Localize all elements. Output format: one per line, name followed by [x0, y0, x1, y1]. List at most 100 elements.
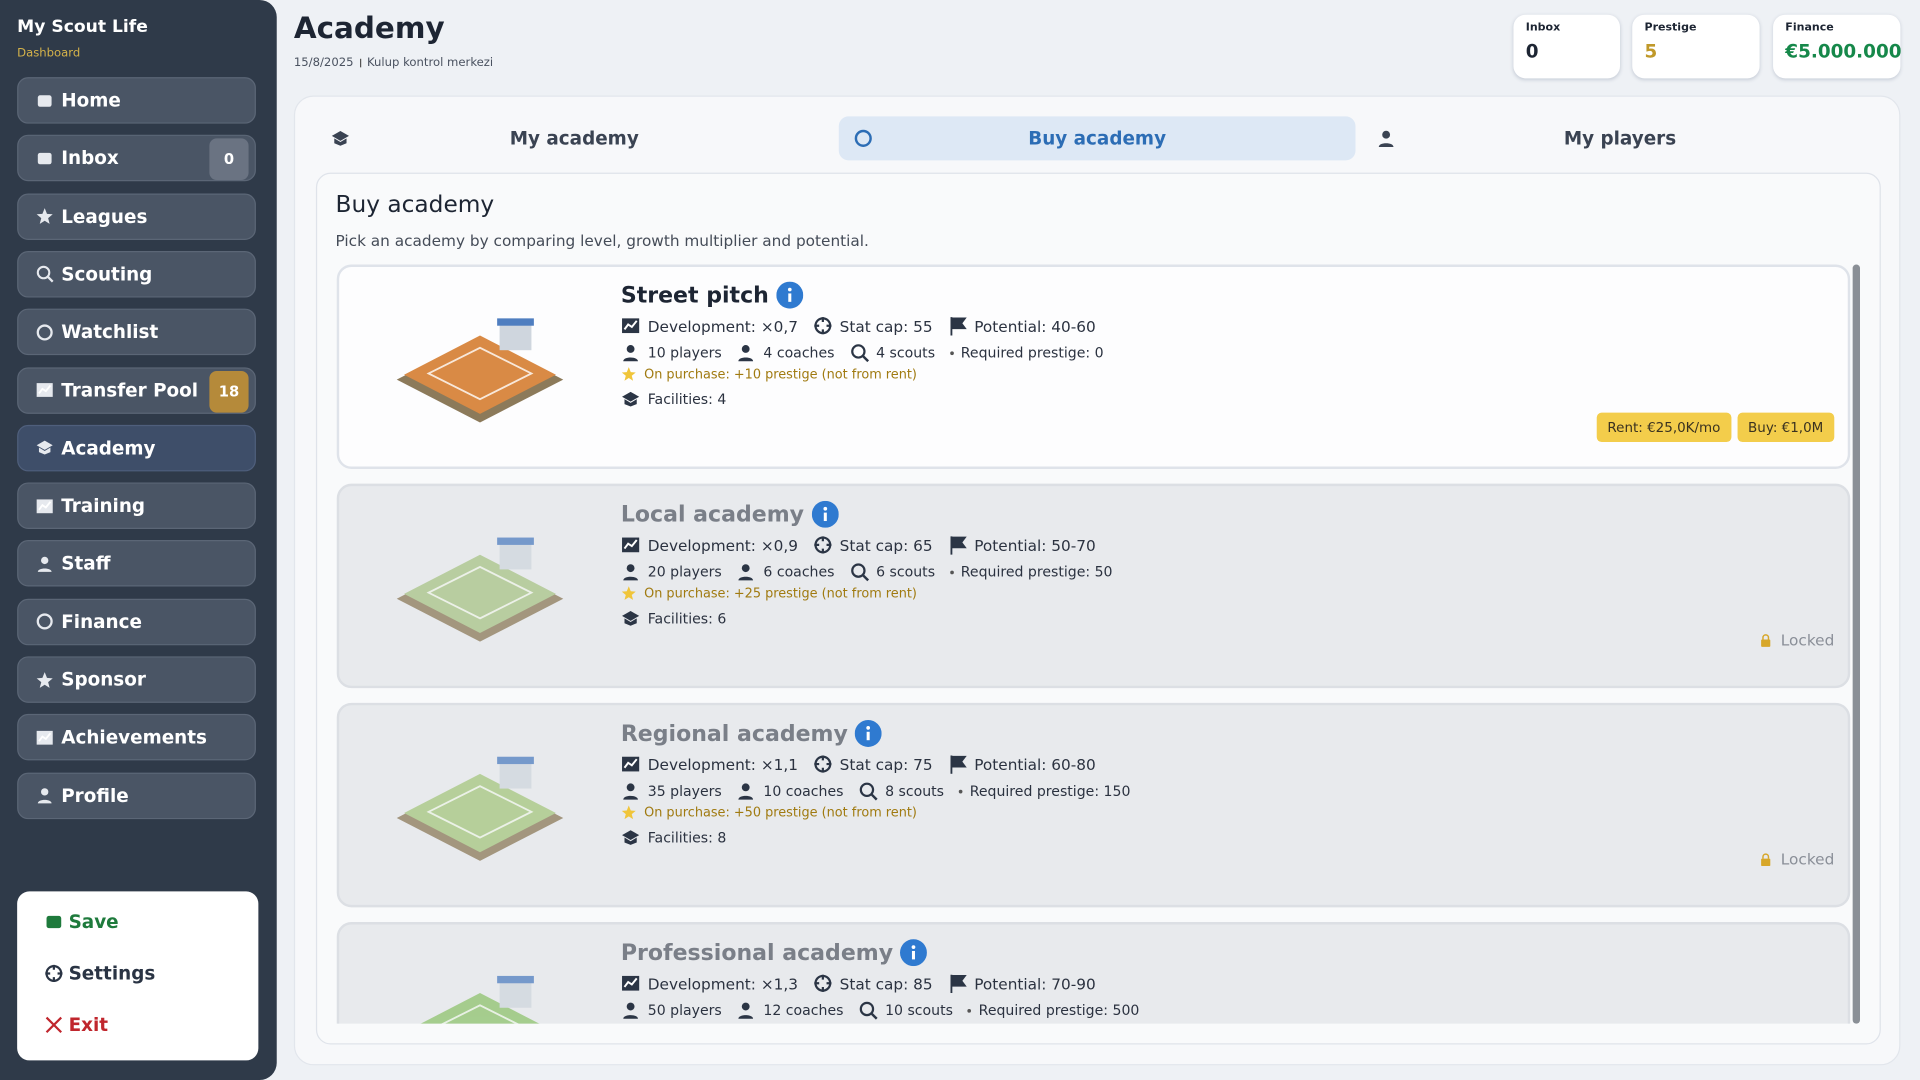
stats-row: Development: ×1,1 Stat cap: 75 Potential: …	[621, 754, 1103, 774]
panel-title: Buy academy	[335, 191, 495, 218]
icon	[621, 805, 636, 820]
stat-card: Inbox 0	[1513, 14, 1621, 79]
icon	[37, 94, 52, 107]
nav-item[interactable]: Watchlist	[17, 308, 256, 356]
tab[interactable]: Buy academy	[838, 116, 1356, 161]
academy-card[interactable]: Street pitch Development: ×0,7 Stat cap: 5…	[336, 264, 1851, 469]
icon	[37, 556, 52, 572]
nav-label: Achievements	[61, 726, 207, 749]
icon	[859, 782, 878, 801]
on-purchase: On purchase: +25 prestige (not from rent…	[644, 585, 917, 601]
tab[interactable]: My academy	[316, 116, 833, 160]
app-title: My Scout Life	[17, 17, 148, 37]
separator	[359, 58, 361, 68]
dot	[949, 570, 954, 574]
stat-value: 5	[1644, 40, 1658, 63]
footer-item[interactable]: Save	[44, 911, 119, 933]
nav-item[interactable]: Home	[17, 77, 256, 124]
purchase-row: On purchase: +50 prestige (not from rent…	[621, 804, 917, 820]
academy-name-row: Street pitch	[621, 281, 804, 309]
icon[interactable]	[776, 281, 804, 309]
nav-item[interactable]: Training	[17, 482, 256, 530]
footer-label: Settings	[68, 962, 156, 985]
icon	[950, 755, 967, 774]
nav-label: Leagues	[61, 205, 148, 228]
nav-label: Training	[61, 494, 146, 517]
icon	[45, 1016, 63, 1034]
academy-card[interactable]: Professional academy Development: ×1,3 Sta…	[336, 922, 1851, 1024]
required-prestige: Required prestige: 150	[969, 782, 1131, 800]
stat-card: Finance €5.000.000	[1773, 14, 1902, 79]
stat_cap: Stat cap: 65	[839, 535, 933, 555]
nav-item[interactable]: Staff	[17, 540, 256, 588]
nav-item[interactable]: Profile	[17, 772, 256, 819]
nav-item[interactable]: Inbox 0	[17, 135, 256, 182]
footer-item[interactable]: Exit	[44, 1014, 108, 1036]
icon[interactable]	[900, 939, 928, 967]
stat-label: Prestige	[1644, 22, 1697, 35]
academy-list: Street pitch Development: ×0,7 Stat cap: 5…	[0, 264, 1920, 1024]
academy-name-row: Local academy	[621, 500, 839, 528]
icon	[859, 1001, 878, 1020]
icon	[738, 783, 754, 800]
icon	[621, 367, 636, 381]
nav-item[interactable]: Academy	[17, 424, 256, 472]
stat-value: 0	[1525, 40, 1539, 63]
icon	[36, 208, 53, 224]
icon	[36, 324, 53, 341]
icon	[622, 537, 640, 553]
tab-label: My players	[1563, 127, 1677, 150]
nav-label: Sponsor	[61, 668, 146, 691]
panel-description: Pick an academy by comparing level, grow…	[335, 231, 869, 250]
nav-label: Transfer Pool	[61, 378, 199, 402]
icon	[623, 345, 638, 362]
facilities: Facilities: 8	[647, 828, 727, 847]
nav-label: Watchlist	[61, 321, 159, 344]
facilities-row: Facilities: 8	[621, 828, 726, 848]
nav-item[interactable]: Sponsor	[17, 656, 256, 703]
academy-image	[396, 318, 564, 423]
nav-item[interactable]: Transfer Pool 18	[17, 366, 256, 414]
icon	[622, 975, 640, 991]
icon	[1378, 130, 1394, 147]
nav-badge: 18	[209, 370, 249, 413]
scouts: 10 scouts	[885, 1001, 953, 1019]
facilities-row: Facilities: 4	[621, 389, 726, 409]
icon	[36, 441, 53, 455]
potential: Potential: 50-70	[974, 535, 1096, 555]
scouts: 8 scouts	[885, 782, 945, 800]
icon[interactable]	[811, 500, 839, 528]
tab[interactable]: My players	[1362, 116, 1879, 160]
stat_cap: Stat cap: 75	[839, 754, 933, 774]
locked-status: Locked	[1759, 850, 1834, 868]
icon	[813, 536, 832, 554]
academy-name-row: Regional academy	[620, 720, 883, 747]
capacity-row: 20 players 6 coaches 6 scouts Required pres…	[621, 562, 1113, 582]
academy-name: Regional academy	[620, 720, 848, 747]
stat-label: Inbox	[1525, 22, 1561, 35]
stat_cap: Stat cap: 85	[839, 974, 933, 993]
stat-label: Finance	[1785, 22, 1834, 35]
required-prestige: Required prestige: 50	[960, 563, 1113, 581]
academy-card[interactable]: Regional academy Development: ×1,1 Stat ca…	[336, 702, 1851, 908]
icon	[45, 964, 63, 983]
academy-card[interactable]: Local academy Development: ×0,9 Stat cap: …	[336, 483, 1851, 689]
page-title: Academy	[293, 11, 445, 46]
nav-item[interactable]: Achievements	[17, 714, 256, 761]
footer-item[interactable]: Settings	[44, 962, 155, 984]
icon[interactable]	[855, 720, 883, 747]
nav-item[interactable]: Finance	[17, 598, 256, 645]
locked-status: Locked	[1759, 631, 1834, 649]
action-button[interactable]: Buy: €1,0M	[1737, 412, 1835, 443]
nav-label: Scouting	[61, 263, 153, 286]
nav-item[interactable]: Scouting	[17, 250, 256, 298]
scrollbar[interactable]	[1852, 264, 1861, 1024]
nav-label: Profile	[61, 784, 129, 807]
coaches: 4 coaches	[763, 344, 835, 362]
action-button[interactable]: Rent: €25,0K/mo	[1596, 412, 1732, 443]
icon	[36, 266, 54, 283]
nav-item[interactable]: Leagues	[17, 192, 256, 240]
nav-label: Finance	[61, 610, 142, 633]
